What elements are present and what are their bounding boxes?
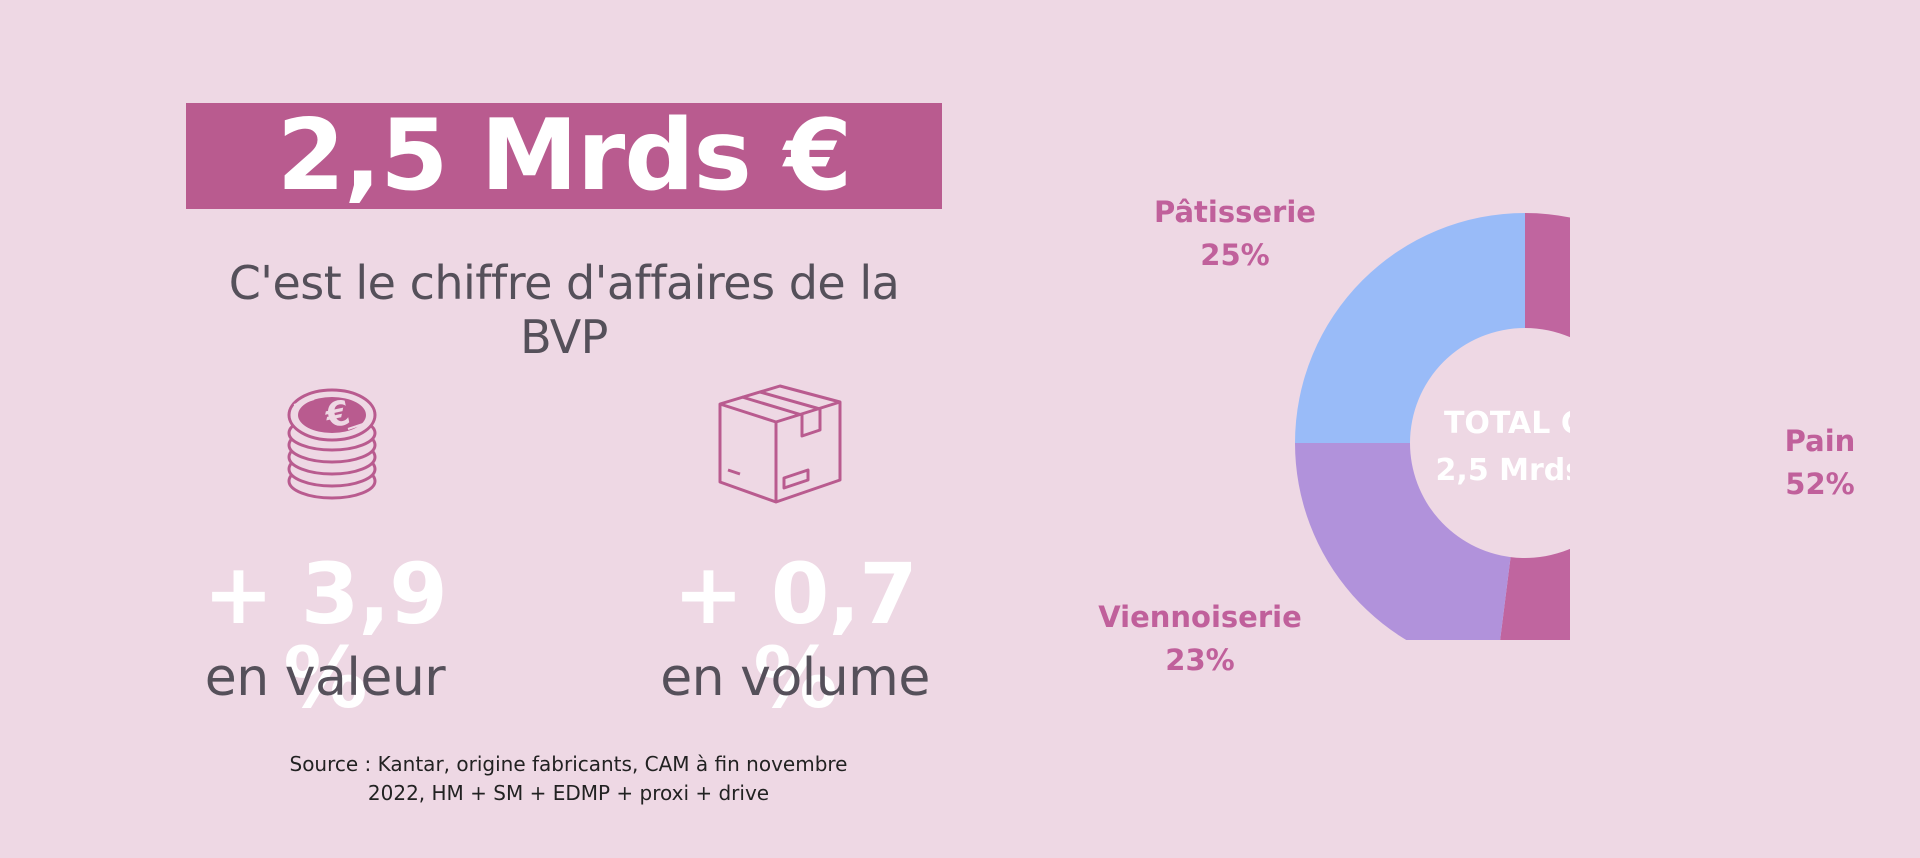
slice-name-pain: Pain [1784, 424, 1856, 458]
stat-value-valeur: + 3,9 % [203, 545, 447, 727]
slice-label-patisserie: Pâtisserie 25% [1130, 191, 1340, 277]
slice-label-pain: Pain 52% [1760, 420, 1880, 506]
donut-center-title: TOTAL CA [1444, 406, 1570, 441]
headline-value: 2,5 Mrds € [276, 99, 852, 213]
donut-slice-pain [1500, 213, 1570, 640]
slice-value-patisserie: 25% [1200, 238, 1270, 272]
stat-label-volume: en volume [660, 648, 930, 708]
slice-name-patisserie: Pâtisserie [1154, 195, 1316, 229]
source-note: Source : Kantar, origine fabricants, CAM… [256, 750, 881, 808]
donut-slice-viennoiserie [1295, 443, 1511, 640]
box-icon [716, 382, 844, 504]
slice-name-viennoiserie: Viennoiserie [1098, 600, 1302, 634]
donut-slice-patisserie [1295, 213, 1525, 443]
slice-value-pain: 52% [1785, 467, 1855, 501]
source-line-2: 2022, HM + SM + EDMP + proxi + drive [367, 781, 770, 805]
slice-label-viennoiserie: Viennoiserie 23% [1080, 596, 1320, 682]
revenue-donut-chart: TOTAL CA 2,5 Mrds € [1295, 213, 1570, 640]
stat-value-volume: + 0,7 % [673, 545, 917, 727]
stat-label-valeur: en valeur [204, 648, 446, 708]
headline-subtitle: C'est le chiffre d'affaires de la BVP [228, 256, 900, 364]
donut-center-value: 2,5 Mrds € [1436, 453, 1570, 488]
source-line-1: Source : Kantar, origine fabricants, CAM… [289, 752, 848, 776]
coins-euro-icon: € [284, 385, 380, 503]
slice-value-viennoiserie: 23% [1165, 643, 1235, 677]
headline-banner: 2,5 Mrds € [186, 103, 942, 209]
